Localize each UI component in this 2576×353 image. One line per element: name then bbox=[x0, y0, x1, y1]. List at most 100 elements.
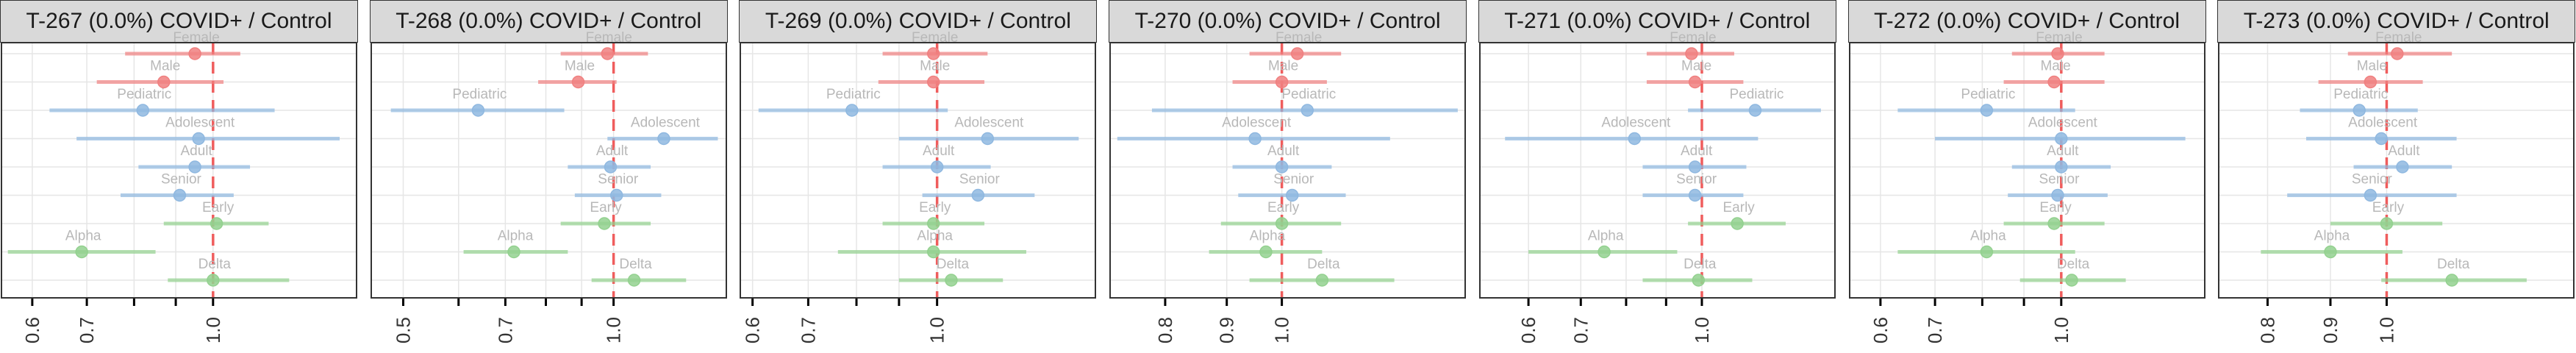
point-label: Male bbox=[1681, 59, 1711, 74]
point-estimate bbox=[1300, 104, 1314, 117]
point-label: Delta bbox=[937, 257, 970, 272]
point-label: Senior bbox=[598, 172, 639, 188]
point-label: Pediatric bbox=[452, 87, 507, 102]
point-label: Early bbox=[1267, 200, 1300, 215]
forest-plot: FemaleMalePediatricAdolescentAdultSenior… bbox=[740, 30, 1097, 343]
panel-border bbox=[740, 42, 1097, 299]
point-estimate bbox=[2064, 274, 2078, 287]
point-label: Adult bbox=[180, 143, 212, 159]
point-estimate bbox=[2050, 188, 2064, 202]
point-label: Male bbox=[150, 59, 180, 74]
point-label: Adult bbox=[596, 143, 629, 159]
point-label: Pediatric bbox=[1729, 87, 1783, 102]
point-label: Delta bbox=[1307, 257, 1340, 272]
point-label: Adult bbox=[2047, 143, 2079, 159]
point-estimate bbox=[2364, 188, 2378, 202]
x-tick-label: 0.7 bbox=[1924, 317, 1946, 343]
point-estimate bbox=[157, 75, 171, 89]
forest-plot: FemaleMalePediatricAdolescentAdultSenior… bbox=[1848, 30, 2205, 343]
point-estimate bbox=[1290, 47, 1304, 60]
point-label: Adult bbox=[2388, 143, 2420, 159]
point-label: Female bbox=[173, 30, 219, 46]
facet-panel: T-272 (0.0%) COVID+ / Control Female Male P… bbox=[1847, 0, 2206, 353]
x-tick-label: 1.0 bbox=[602, 317, 624, 343]
point-estimate bbox=[927, 245, 940, 259]
point-label: Adult bbox=[1267, 143, 1300, 159]
point-estimate bbox=[927, 75, 940, 89]
point-label: Senior bbox=[959, 172, 1001, 188]
point-estimate bbox=[927, 47, 940, 60]
point-estimate bbox=[2054, 160, 2068, 174]
point-label: Early bbox=[2372, 200, 2405, 215]
point-label: Alpha bbox=[65, 229, 101, 244]
x-tick-label: 1.0 bbox=[2376, 317, 2398, 343]
facet-strip: T-268 (0.0%) COVID+ / Control bbox=[369, 0, 728, 43]
point-estimate bbox=[2396, 160, 2409, 174]
point-estimate bbox=[2364, 75, 2378, 89]
point-label: Pediatric bbox=[2333, 87, 2388, 102]
point-estimate bbox=[188, 160, 201, 174]
point-estimate bbox=[1692, 274, 1705, 287]
x-tick-label: 1.0 bbox=[1271, 317, 1293, 343]
x-tick-label: 0.6 bbox=[21, 317, 43, 343]
point-label: Early bbox=[1722, 200, 1755, 215]
facet-strip: T-267 (0.0%) COVID+ / Control bbox=[0, 0, 358, 43]
point-label: Alpha bbox=[2314, 229, 2350, 244]
point-estimate bbox=[2047, 217, 2061, 230]
point-estimate bbox=[1980, 245, 1993, 259]
point-estimate bbox=[1748, 104, 1762, 117]
point-estimate bbox=[1275, 217, 1289, 230]
point-estimate bbox=[1598, 245, 1611, 259]
point-label: Female bbox=[1276, 30, 1322, 46]
panel-border bbox=[1109, 42, 1467, 299]
point-estimate bbox=[656, 132, 670, 146]
point-estimate bbox=[2375, 132, 2389, 146]
point-estimate bbox=[1275, 75, 1289, 89]
facet-title: T-270 (0.0%) COVID+ / Control bbox=[1134, 9, 1441, 33]
point-label: Alpha bbox=[917, 229, 954, 244]
point-label: Male bbox=[2357, 59, 2387, 74]
point-estimate bbox=[2054, 132, 2068, 146]
point-estimate bbox=[1731, 217, 1744, 230]
point-label: Alpha bbox=[497, 229, 533, 244]
facet-panel: T-268 (0.0%) COVID+ / Control Female Male P… bbox=[369, 0, 728, 353]
point-label: Adolescent bbox=[2028, 115, 2097, 131]
x-tick-label: 1.0 bbox=[1691, 317, 1713, 343]
point-label: Delta bbox=[1684, 257, 1717, 272]
point-estimate bbox=[207, 274, 220, 287]
forest-plot: FemaleMalePediatricAdolescentAdultSenior… bbox=[1478, 30, 1836, 343]
point-label: Female bbox=[585, 30, 632, 46]
panel-border bbox=[2218, 42, 2575, 299]
facet-panel: T-269 (0.0%) COVID+ / Control Female Male P… bbox=[739, 0, 1098, 353]
point-estimate bbox=[597, 217, 611, 230]
point-label: Male bbox=[920, 59, 951, 74]
point-label: Female bbox=[2036, 30, 2082, 46]
forest-plot: FemaleMalePediatricAdolescentAdultSenior… bbox=[1, 30, 357, 343]
point-label: Adolescent bbox=[631, 115, 701, 131]
point-estimate bbox=[1286, 188, 1299, 202]
point-estimate bbox=[1275, 160, 1289, 174]
point-estimate bbox=[1315, 274, 1329, 287]
point-estimate bbox=[1259, 245, 1273, 259]
point-estimate bbox=[609, 188, 623, 202]
facet-strip: T-270 (0.0%) COVID+ / Control bbox=[1109, 0, 1467, 43]
point-estimate bbox=[604, 160, 617, 174]
facet-strip: T-272 (0.0%) COVID+ / Control bbox=[1847, 0, 2206, 43]
point-estimate bbox=[1688, 75, 1702, 89]
point-label: Female bbox=[1670, 30, 1716, 46]
point-estimate bbox=[1688, 160, 1702, 174]
forest-plot: FemaleMalePediatricAdolescentAdultSenior… bbox=[2218, 30, 2575, 343]
point-label: Female bbox=[912, 30, 958, 46]
x-tick-label: 0.8 bbox=[1154, 317, 1176, 343]
point-label: Alpha bbox=[1250, 229, 1286, 244]
point-estimate bbox=[981, 132, 995, 146]
point-estimate bbox=[571, 75, 584, 89]
point-label: Female bbox=[2375, 30, 2422, 46]
point-estimate bbox=[192, 132, 205, 146]
point-label: Male bbox=[565, 59, 595, 74]
point-estimate bbox=[2380, 217, 2394, 230]
x-tick-label: 0.6 bbox=[1517, 317, 1539, 343]
x-tick-label: 0.7 bbox=[1570, 317, 1592, 343]
point-label: Early bbox=[202, 200, 235, 215]
